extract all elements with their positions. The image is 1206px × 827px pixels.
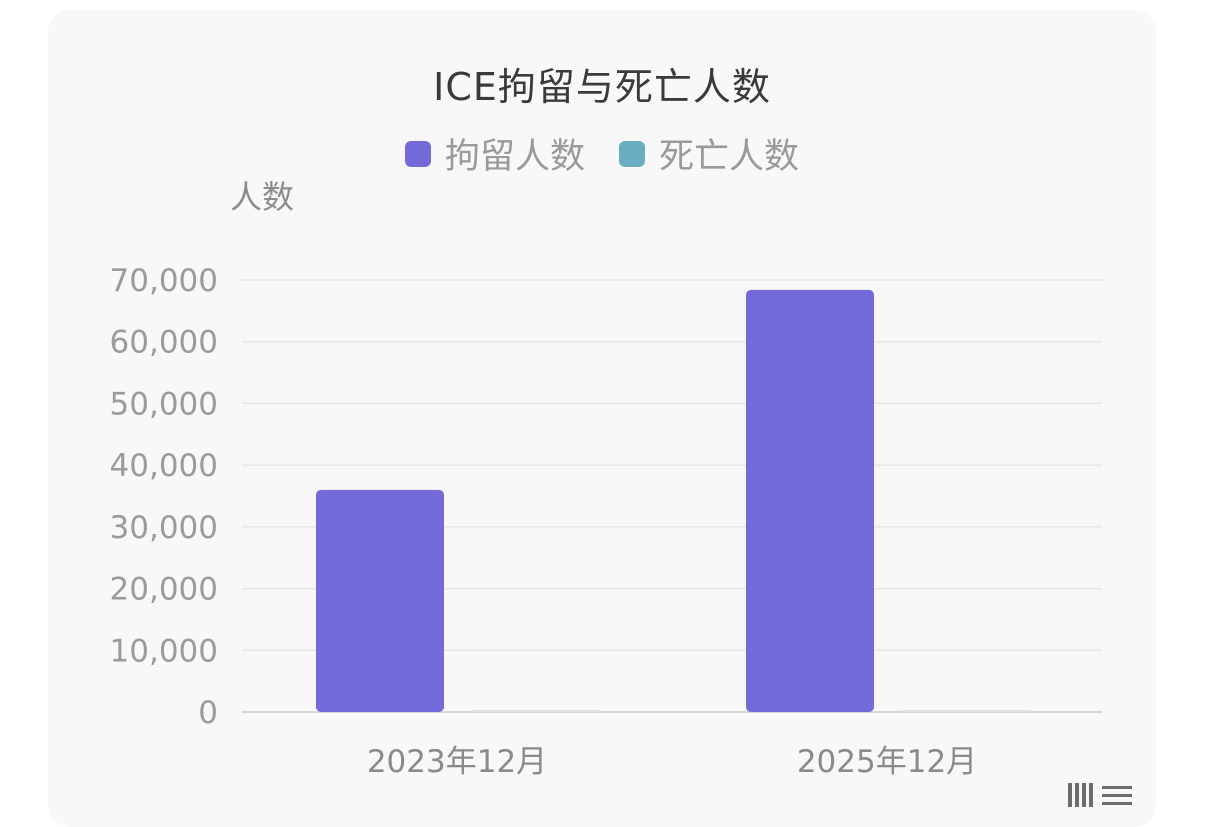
plot-area: 0 10,000 20,000 30,000 40,000 50,000 60,000 70,… [110,263,1102,780]
x-tick-label: 2025年12月 [797,744,977,780]
chart-title: ICE拘留与死亡人数 [433,65,771,109]
y-tick-label: 70,000 [110,263,218,299]
y-tick-label: 0 [198,695,218,731]
watermark-logo [1068,783,1132,807]
bar-detention-0[interactable] [316,489,444,712]
bar-detention-1[interactable] [746,289,874,712]
bar-deaths-0[interactable] [472,710,600,712]
y-tick-label: 10,000 [110,633,218,669]
watermark-menu-icon [1102,785,1132,805]
watermark-bar-icon [1082,783,1086,807]
watermark-bar-icon [1089,783,1093,807]
legend: 拘留人数 死亡人数 [48,128,1156,179]
legend-swatch-detention [404,140,431,167]
x-tick-label: 2023年12月 [367,744,547,780]
chart-card: ICE拘留与死亡人数 拘留人数 死亡人数 人数 0 10,000 20,000 30,… [48,10,1156,827]
y-tick-label: 50,000 [110,386,218,422]
watermark-bar-icon [1075,783,1079,807]
y-tick-label: 30,000 [110,510,218,546]
legend-swatch-deaths [619,140,645,167]
y-tick-label: 60,000 [110,325,218,361]
watermark-bar-icon [1068,783,1072,807]
y-tick-label: 40,000 [110,448,218,484]
legend-item-detention[interactable]: 拘留人数 [404,128,585,179]
legend-label-detention: 拘留人数 [444,137,585,177]
bar-deaths-1[interactable] [902,710,1030,712]
y-axis-label: 人数 [230,178,295,216]
legend-item-deaths[interactable]: 死亡人数 [619,128,799,179]
legend-label-deaths: 死亡人数 [659,137,800,177]
y-tick-label: 20,000 [110,572,218,608]
